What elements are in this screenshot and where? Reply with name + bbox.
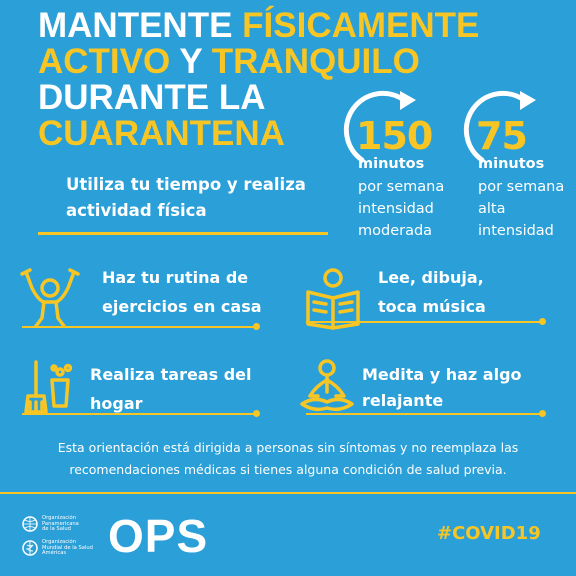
- title-text-highlight: TRANQUILO: [211, 42, 420, 81]
- activity-label: relajante: [362, 391, 444, 410]
- meditation-icon: [300, 359, 354, 412]
- stat-desc-line: por semana: [478, 179, 565, 195]
- divider: [0, 492, 576, 494]
- activity-label: ejercicios en casa: [102, 297, 262, 316]
- cta-line: actividad física: [66, 201, 207, 220]
- title-line-3: DURANTE LA: [38, 78, 266, 117]
- divider-dot: [253, 410, 260, 417]
- globe-emblem-icon: [22, 516, 38, 532]
- activity-label: Haz tu rutina de: [102, 268, 249, 287]
- disclaimer-line: recomendaciones médicas si tienes alguna…: [69, 462, 507, 477]
- activity-label: hogar: [90, 394, 143, 413]
- title-text: Y: [170, 42, 212, 81]
- title-text-highlight: FÍSICAMENTE: [242, 6, 480, 45]
- org-name: Organización Mundial de la Salud América…: [42, 539, 93, 557]
- title-text-highlight: ACTIVO: [38, 42, 171, 81]
- stat-number: 75: [476, 114, 528, 158]
- cleaning-icon: [24, 360, 73, 414]
- title-line-1: MANTENTE FÍSICAMENTE: [38, 8, 479, 44]
- who-emblem-icon: [22, 540, 38, 556]
- title-text: MANTENTE: [38, 6, 243, 45]
- cta-line: Utiliza tu tiempo y realiza: [66, 175, 306, 194]
- divider-dot: [539, 318, 546, 325]
- call-to-action: Utiliza tu tiempo y realiza actividad fí…: [66, 172, 366, 224]
- title-line-4: CUARANTENA: [38, 114, 285, 153]
- divider: [38, 232, 328, 235]
- stat-desc-line: moderada: [358, 223, 433, 239]
- stat-number: 150: [356, 114, 433, 158]
- person-exercise-icon: [20, 268, 80, 328]
- disclaimer-line: Esta orientación está dirigida a persona…: [57, 440, 519, 455]
- divider-dot: [253, 323, 260, 330]
- divider: [22, 326, 256, 328]
- stat-unit: minutos: [358, 156, 425, 172]
- disclaimer: Esta orientación está dirigida a persona…: [20, 437, 556, 481]
- circular-arrow-icon: [463, 90, 536, 163]
- circular-arrow-icon: [343, 90, 416, 163]
- stat-unit: minutos: [478, 156, 545, 172]
- ops-logo: OPS: [108, 510, 209, 562]
- stat-desc-line: intensidad: [358, 201, 434, 217]
- activity-label: Lee, dibuja,: [378, 268, 484, 287]
- activity-label: Medita y haz algo: [362, 365, 522, 384]
- divider: [306, 321, 542, 323]
- divider: [22, 413, 256, 415]
- divider: [306, 413, 542, 415]
- org-name: Organización Panamericana de la Salud: [42, 515, 79, 533]
- poster-title: MANTENTE FÍSICAMENTE ACTIVO Y TRANQUILO …: [38, 8, 479, 152]
- stat-description: por semana alta intensidad: [478, 176, 564, 242]
- stat-desc-line: alta: [478, 201, 506, 217]
- activity-label: toca música: [378, 297, 486, 316]
- stat-description: por semana intensidad moderada: [358, 176, 444, 242]
- stat-desc-line: por semana: [358, 179, 445, 195]
- title-line-2: ACTIVO Y TRANQUILO: [38, 44, 479, 80]
- hashtag: #COVID19: [437, 523, 541, 544]
- activity-label: Realiza tareas del: [90, 365, 252, 384]
- reading-icon: [306, 268, 360, 330]
- stat-desc-line: intensidad: [478, 223, 554, 239]
- divider-dot: [539, 410, 546, 417]
